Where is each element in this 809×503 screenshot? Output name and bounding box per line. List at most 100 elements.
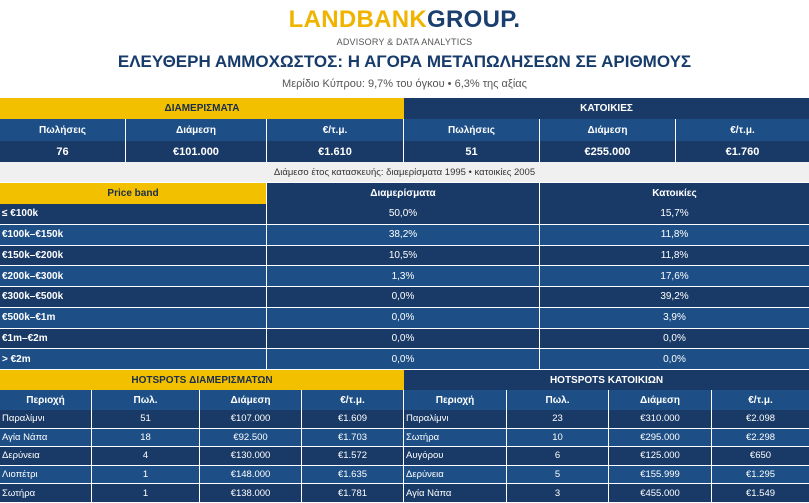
price-band-apartments-share: 38,2%: [267, 224, 540, 246]
hotspots-apartments-sales: 4: [92, 447, 200, 466]
hotspots-houses-sales-header: Πωλ.: [507, 390, 609, 410]
hotspots-houses-sqm: €2.298: [712, 428, 809, 448]
hotspots-header-row: Περιοχή Πωλ. Διάμεση €/τ.μ. Περιοχή Πωλ.…: [0, 390, 809, 410]
hotspots-houses-sqm-header: €/τ.μ.: [712, 390, 809, 410]
hotspots-houses-sales: 10: [507, 428, 609, 448]
hotspots-title-row: HOTSPOTS ΔΙΑΜΕΡΙΣΜΑΤΩΝ HOTSPOTS ΚΑΤΟΙΚΙΩ…: [0, 370, 809, 390]
hotspots-houses-sales: 6: [507, 447, 609, 466]
price-band-label: ≤ €100k: [0, 204, 267, 225]
apartments-median-header: Διάμεση: [126, 119, 267, 141]
price-band-label: €200k–€300k: [0, 266, 267, 287]
hotspots-houses-area: Αγία Νάπα: [404, 484, 507, 503]
price-band-apartments-share: 0,0%: [267, 307, 540, 329]
apartments-sqm-header: €/τ.μ.: [267, 119, 404, 141]
page-title: ΕΛΕΥΘΕΡΗ ΑΜΜΟΧΩΣΤΟΣ: Η ΑΓΟΡΑ ΜΕΤΑΠΩΛΗΣΕΩ…: [117, 52, 692, 71]
price-band-header: Price band: [0, 183, 267, 204]
hotspots-apartments-title: HOTSPOTS ΔΙΑΜΕΡΙΣΜΑΤΩΝ: [0, 370, 404, 390]
price-band-row: €200k–€300k 1,3% 17,6%: [0, 266, 809, 287]
hotspots-apartments-area: Λιοπέτρι: [0, 465, 92, 485]
brand-part1: LANDBANK: [288, 6, 427, 33]
price-band-apartments-share: 10,5%: [267, 245, 540, 267]
hotspots-apartments-sales: 1: [92, 465, 200, 485]
price-band-row: €1m–€2m 0,0% 0,0%: [0, 328, 809, 350]
hotspots-apartments-sales: 1: [92, 484, 200, 503]
price-band-label: €150k–€200k: [0, 245, 267, 267]
hotspots-houses-area: Δερύνεια: [404, 465, 507, 485]
price-band-row: €100k–€150k 38,2% 11,8%: [0, 224, 809, 246]
hotspots-row: Δερύνεια 4 €130.000 €1.572 Αυγόρου 6 €125.000 €…: [0, 447, 809, 466]
hotspots-houses-title: HOTSPOTS ΚΑΤΟΙΚΙΩΝ: [404, 370, 809, 390]
summary-title-row: ΔΙΑΜΕΡΙΣΜΑΤΑ ΚΑΤΟΙΚΙΕΣ: [0, 98, 809, 119]
hotspots-houses-median: €455.000: [609, 484, 712, 503]
apartments-sqm-value: €1.610: [267, 141, 404, 162]
hotspots-apartments-median: €107.000: [200, 410, 302, 429]
hotspots-apartments-median: €92.500: [200, 428, 302, 448]
hotspots-houses-sqm: €2.098: [712, 410, 809, 429]
price-band-houses-share: 0,0%: [540, 349, 809, 370]
apartments-sales-header: Πωλήσεις: [0, 119, 126, 141]
hotspots-apartments-median: €148.000: [200, 465, 302, 485]
summary-value-row: 76 €101.000 €1.610 51 €255.000 €1.760: [0, 141, 809, 162]
hotspots-apartments-sqm: €1.781: [302, 484, 404, 503]
houses-sales-header: Πωλήσεις: [404, 119, 540, 141]
report-header: LANDBANKGROUP. ADVISORY & DATA ANALYTICS…: [0, 0, 809, 98]
hotspots-houses-sales: 23: [507, 410, 609, 429]
price-band-houses-header: Κατοικίες: [540, 183, 809, 204]
hotspots-houses-median: €155.999: [609, 465, 712, 485]
hotspots-apartments-sqm-header: €/τ.μ.: [302, 390, 404, 410]
price-band-label: > €2m: [0, 349, 267, 370]
hotspots-apartments-sqm: €1.572: [302, 447, 404, 466]
hotspots-houses-sqm: €1.549: [712, 484, 809, 503]
hotspots-houses-area: Αυγόρου: [404, 447, 507, 466]
hotspots-row: Λιοπέτρι 1 €148.000 €1.635 Δερύνεια 5 €155.999…: [0, 465, 809, 485]
hotspots-houses-median: €310.000: [609, 410, 712, 429]
price-band-houses-share: 3,9%: [540, 307, 809, 329]
hotspots-apartments-median: €130.000: [200, 447, 302, 466]
price-band-houses-share: 0,0%: [540, 328, 809, 350]
price-band-apartments-share: 0,0%: [267, 349, 540, 370]
hotspots-apartments-area: Σωτήρα: [0, 484, 92, 503]
brand-part2: GROUP.: [427, 6, 521, 33]
hotspots-houses-median: €125.000: [609, 447, 712, 466]
price-band-row: > €2m 0,0% 0,0%: [0, 349, 809, 370]
brand-logo: LANDBANKGROUP.: [0, 6, 809, 34]
brand-tagline: ADVISORY & DATA ANALYTICS: [336, 37, 473, 47]
price-band-houses-share: 39,2%: [540, 287, 809, 308]
hotspots-apartments-area-header: Περιοχή: [0, 390, 92, 410]
construction-year-note: Διάμεσο έτος κατασκευής: διαμερίσματα 19…: [0, 162, 809, 182]
houses-sqm-header: €/τ.μ.: [676, 119, 809, 141]
summary-header-row: Πωλήσεις Διάμεση €/τ.μ. Πωλήσεις Διάμεση…: [0, 119, 809, 141]
page-subtitle: Μερίδιο Κύπρου: 9,7% του όγκου • 6,3% τη…: [282, 78, 527, 90]
hotspots-row: Σωτήρα 1 €138.000 €1.781 Αγία Νάπα 3 €455.000 €…: [0, 484, 809, 503]
houses-sales-value: 51: [404, 141, 540, 162]
price-band-houses-share: 17,6%: [540, 266, 809, 287]
hotspots-row: Αγία Νάπα 18 €92.500 €1.703 Σωτήρα 10 €295.000…: [0, 428, 809, 448]
hotspots-apartments-sales: 18: [92, 428, 200, 448]
hotspots-row: Παραλίμνι 51 €107.000 €1.609 Παραλίμνι 23 €310…: [0, 410, 809, 429]
hotspots-houses-median: €295.000: [609, 428, 712, 448]
price-band-row: €150k–€200k 10,5% 11,8%: [0, 245, 809, 267]
hotspots-houses-area-header: Περιοχή: [404, 390, 507, 410]
hotspots-houses-sqm: €1.295: [712, 465, 809, 485]
price-band-label: €100k–€150k: [0, 224, 267, 246]
price-band-houses-share: 15,7%: [540, 204, 809, 225]
hotspots-apartments-sqm: €1.703: [302, 428, 404, 448]
price-band-apartments-share: 0,0%: [267, 328, 540, 350]
hotspots-apartments-sales-header: Πωλ.: [92, 390, 200, 410]
hotspots-apartments-sales: 51: [92, 410, 200, 429]
price-band-row: ≤ €100k 50,0% 15,7%: [0, 204, 809, 225]
price-band-row: €300k–€500k 0,0% 39,2%: [0, 287, 809, 308]
hotspots-houses-sales: 3: [507, 484, 609, 503]
hotspots-houses-sales: 5: [507, 465, 609, 485]
hotspots-houses-area: Σωτήρα: [404, 428, 507, 448]
price-band-apartments-share: 1,3%: [267, 266, 540, 287]
hotspots-apartments-median-header: Διάμεση: [200, 390, 302, 410]
hotspots-houses-area: Παραλίμνι: [404, 410, 507, 429]
price-band-label: €300k–€500k: [0, 287, 267, 308]
hotspots-apartments-area: Αγία Νάπα: [0, 428, 92, 448]
price-band-houses-share: 11,8%: [540, 224, 809, 246]
houses-section-title: ΚΑΤΟΙΚΙΕΣ: [404, 98, 809, 119]
price-band-header-row: Price band Διαμερίσματα Κατοικίες: [0, 183, 809, 204]
houses-median-value: €255.000: [540, 141, 676, 162]
price-band-houses-share: 11,8%: [540, 245, 809, 267]
